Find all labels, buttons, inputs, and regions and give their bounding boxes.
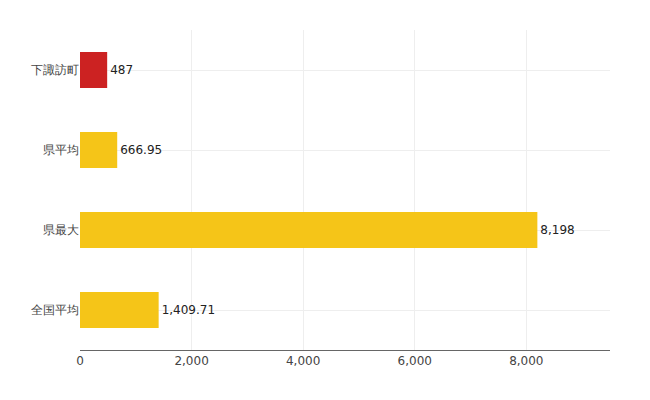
svg-text:2,000: 2,000 [174,354,208,368]
svg-text:6,000: 6,000 [398,354,432,368]
svg-text:県最大: 県最大 [43,223,79,237]
svg-text:8,198: 8,198 [540,223,574,237]
svg-text:1,409.71: 1,409.71 [162,303,215,317]
svg-text:全国平均: 全国平均 [31,303,79,317]
svg-text:0: 0 [76,354,84,368]
svg-text:県平均: 県平均 [43,143,79,157]
svg-text:666.95: 666.95 [120,143,162,157]
svg-text:487: 487 [110,63,133,77]
svg-text:8,000: 8,000 [509,354,543,368]
svg-text:下諏訪町: 下諏訪町 [31,63,79,77]
svg-text:4,000: 4,000 [286,354,320,368]
